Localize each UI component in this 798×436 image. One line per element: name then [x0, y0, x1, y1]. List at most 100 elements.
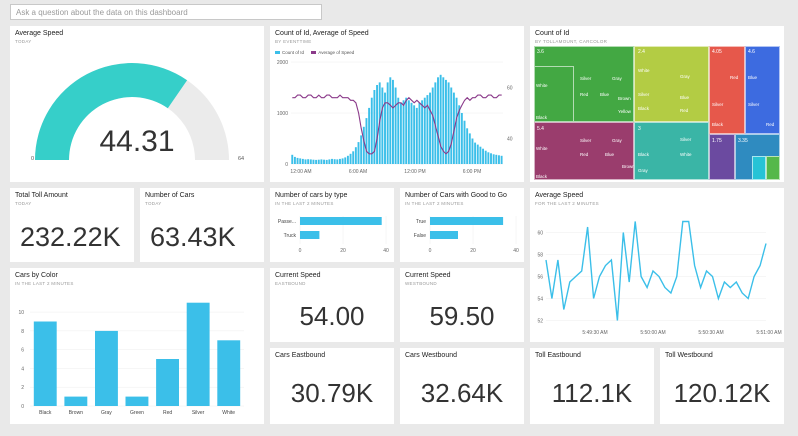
treemap-group-label: 3 [638, 126, 641, 132]
bar-count [376, 85, 379, 164]
cars-westbound-tile[interactable]: Cars Westbound 32.64K [400, 348, 524, 424]
treemap-group-label: 4.6 [748, 49, 755, 55]
bar-count [402, 100, 405, 165]
tile-title: Number of Cars [145, 192, 195, 199]
kpi-value: 32.64K [420, 378, 504, 408]
tile-subtitle: WESTBOUND [405, 281, 437, 286]
legend-label: Average of Speed [318, 50, 355, 55]
bar-count [421, 100, 424, 165]
bar-count [452, 92, 455, 164]
bar-count [476, 144, 479, 164]
bar-count [413, 105, 416, 164]
treemap-group-label: 5.4 [537, 126, 544, 132]
bar-count [307, 159, 310, 164]
y-tick-label: 2000 [277, 60, 288, 66]
bar-count [431, 87, 434, 164]
tile-title: Cars Westbound [405, 352, 458, 359]
treemap-item-label: Black [536, 115, 548, 120]
good-to-go-tile[interactable]: Number of Cars with Good to Go IN THE LA… [400, 188, 524, 262]
treemap-cell[interactable] [534, 66, 574, 122]
bar [95, 330, 118, 406]
bar-count [490, 153, 492, 164]
count-speed-combo-tile[interactable]: Count of Id, Average of Speed BY EVENTTI… [270, 26, 524, 182]
tile-title: Average Speed [15, 30, 64, 37]
treemap-tile[interactable]: Count of Id BY TOLLAMOUNT, CARCOLOR 3.6 … [530, 26, 784, 182]
bar-count [458, 105, 461, 164]
treemap-item-label: Silver [748, 102, 760, 107]
bar-count [426, 95, 429, 164]
kpi-value: 120.12K [673, 378, 771, 408]
cars-by-color-tile[interactable]: Cars by Color IN THE LAST 2 MINUTES 0 2 4 6… [10, 268, 264, 424]
current-speed-west-tile[interactable]: Current Speed WESTBOUND 59.50 [400, 268, 524, 342]
tile-subtitle: IN THE LAST 2 MINUTES [275, 201, 334, 206]
tile-title: Current Speed [275, 272, 321, 279]
y-tick-label: 1000 [277, 111, 288, 117]
treemap-item-label: Gray [680, 74, 690, 79]
toll-eastbound-tile[interactable]: Toll Eastbound 112.1K [530, 348, 654, 424]
bar-count [304, 159, 307, 164]
bar-count [394, 87, 397, 164]
treemap-cell[interactable] [745, 46, 780, 134]
treemap-cell[interactable] [634, 46, 709, 122]
treemap-item-label: Silver [580, 138, 592, 143]
tile-title: Cars by Color [15, 272, 58, 279]
kpi-value: 63.43K [150, 222, 236, 252]
treemap-item-label: Silver [638, 92, 650, 97]
cars-by-type-tile[interactable]: Number of cars by type IN THE LAST 2 MIN… [270, 188, 394, 262]
bar-count [331, 158, 333, 164]
x-tick-label: 6:00 AM [349, 169, 367, 175]
bar-count [439, 74, 442, 165]
treemap-cell[interactable] [634, 122, 709, 180]
x-tick-label: 12:00 PM [404, 169, 425, 175]
bar-count [325, 159, 328, 164]
current-speed-east-tile[interactable]: Current Speed EASTBOUND 54.00 [270, 268, 394, 342]
treemap-item-label: Silver [580, 76, 592, 81]
category-label: False [414, 233, 426, 239]
treemap-cell[interactable] [709, 46, 745, 134]
treemap-item-label: Red [766, 122, 775, 127]
gauge-fill [35, 63, 188, 160]
treemap-item-label: Gray [612, 76, 622, 81]
y-tick-label: 4 [21, 366, 24, 372]
bar-count [479, 146, 482, 164]
qa-search-input[interactable]: Ask a question about the data on this da… [10, 4, 322, 20]
treemap-group-label: 1.75 [712, 138, 722, 144]
treemap-item-label: Red [680, 108, 689, 113]
bar-count [492, 154, 495, 164]
treemap-cell[interactable] [766, 156, 780, 180]
bar-count [418, 102, 421, 164]
treemap-cell[interactable] [752, 156, 766, 180]
gauge-value: 44.31 [99, 125, 175, 158]
treemap-item-label: Black [536, 174, 548, 179]
speed-line [545, 220, 767, 321]
bar-count [399, 102, 402, 164]
treemap-item-label: Gray [638, 168, 648, 173]
bar-count [381, 87, 384, 164]
bar-count [500, 155, 503, 164]
treemap-cell[interactable] [709, 134, 735, 180]
tile-subtitle: TODAY [15, 201, 32, 206]
toll-westbound-tile[interactable]: Toll Westbound 120.12K [660, 348, 784, 424]
bar-count [354, 147, 357, 164]
treemap-item-label: Red [730, 75, 739, 80]
x-tick-label: 20 [340, 248, 346, 254]
number-of-cars-tile[interactable]: Number of Cars TODAY 63.43K [140, 188, 264, 262]
tile-title: Count of Id [535, 30, 570, 37]
y-tick-label: 60 [537, 231, 543, 237]
x-tick-label: 5:50:00 AM [640, 330, 665, 336]
bar-count [495, 154, 498, 164]
bar-count [312, 159, 315, 164]
category-label: Silver [192, 410, 205, 416]
line-speed [292, 94, 502, 155]
bar-count [437, 77, 439, 164]
avg-speed-line-tile[interactable]: Average Speed FOR THE LAST 2 MINUTES 52 5… [530, 188, 784, 342]
avg-speed-gauge-tile[interactable]: Average Speed TODAY 44.31 0 64 [10, 26, 264, 182]
bar-count [445, 79, 447, 164]
bar-count [315, 159, 318, 164]
bar-count [346, 155, 349, 164]
legend-label: Count of Id [282, 50, 305, 55]
treemap-group-label: 2.4 [638, 49, 645, 55]
treemap-cell[interactable] [534, 122, 634, 180]
total-toll-tile[interactable]: Total Toll Amount TODAY 232.22K [10, 188, 134, 262]
cars-eastbound-tile[interactable]: Cars Eastbound 30.79K [270, 348, 394, 424]
